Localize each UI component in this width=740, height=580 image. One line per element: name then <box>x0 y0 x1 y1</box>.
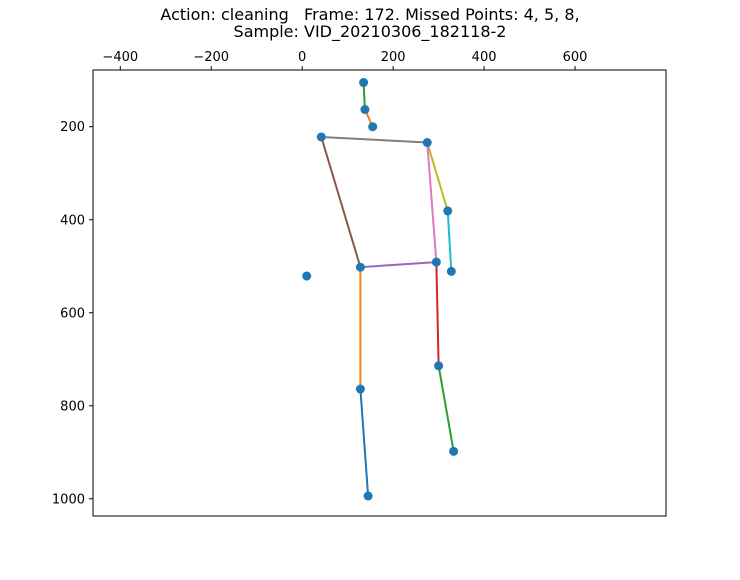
skeleton-segment-11 <box>359 388 370 498</box>
x-tick-label-1: −200 <box>193 50 229 65</box>
keypoint-9 <box>431 257 441 267</box>
x-tick-label-4: 400 <box>472 50 497 65</box>
keypoint-0 <box>359 78 369 88</box>
keypoint-8 <box>355 262 365 272</box>
skeleton-segment-4 <box>446 209 453 273</box>
keypoint-12 <box>449 446 459 456</box>
keypoint-5 <box>443 206 453 216</box>
keypoint-10 <box>434 361 444 371</box>
y-tick-label-1: 400 <box>60 213 85 228</box>
y-tick-label-2: 600 <box>60 306 85 321</box>
keypoint-4 <box>422 138 432 148</box>
x-tick-label-3: 200 <box>381 50 406 65</box>
keypoint-7 <box>302 271 312 281</box>
keypoint-11 <box>355 384 365 394</box>
y-tick-label-3: 800 <box>60 399 85 414</box>
chart-title-line-2: Sample: VID_20210306_182118-2 <box>233 22 507 41</box>
y-axis-ticks: 200 400 600 800 1000 <box>52 120 93 507</box>
x-tick-label-0: −400 <box>102 50 138 65</box>
skeleton-segment-7 <box>359 261 438 269</box>
plot-area <box>302 78 459 501</box>
keypoint-6 <box>446 266 456 276</box>
skeleton-segment-2 <box>320 135 429 144</box>
skeleton-segment-3 <box>426 141 449 212</box>
x-tick-label-2: 0 <box>298 50 306 65</box>
y-tick-label-4: 1000 <box>52 492 85 507</box>
x-axis-ticks: −400 −200 0 200 400 600 <box>102 50 587 70</box>
y-tick-label-0: 200 <box>60 120 85 135</box>
axes-border <box>92 69 667 517</box>
skeleton-segment-9 <box>437 364 455 453</box>
keypoint-13 <box>363 491 373 501</box>
keypoint-2 <box>368 122 378 132</box>
skeleton-segment-6 <box>426 141 438 264</box>
x-tick-label-5: 600 <box>563 50 588 65</box>
skeleton-segment-5 <box>320 135 362 269</box>
keypoint-3 <box>316 132 326 142</box>
axes-frame <box>92 69 667 517</box>
chart-title-line-1: Action: cleaning Frame: 172. Missed Poin… <box>160 5 580 24</box>
skeleton-segment-0 <box>362 81 366 111</box>
skeleton-segment-8 <box>435 261 440 367</box>
keypoint-1 <box>360 105 370 115</box>
